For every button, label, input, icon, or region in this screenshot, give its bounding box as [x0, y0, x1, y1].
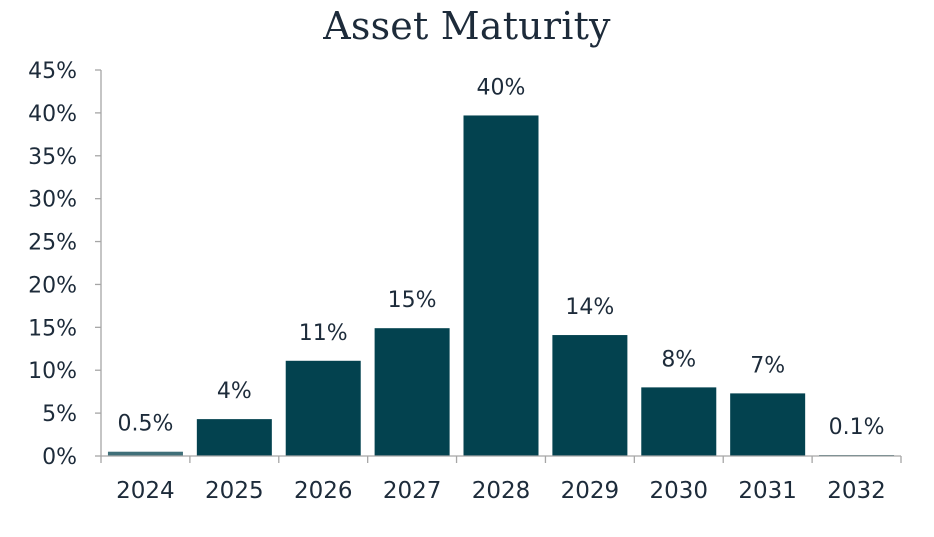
data-label: 7%: [750, 353, 785, 378]
bar: [285, 360, 361, 456]
data-label: 4%: [217, 379, 252, 404]
x-tick-label: 2027: [383, 478, 442, 504]
bars: 0.5% 4% 11% 15% 40% 14% 8% 7% 0.1%: [107, 75, 895, 456]
y-tick-label: 15%: [28, 316, 77, 341]
data-label: 0.5%: [117, 412, 173, 437]
bar: [641, 387, 717, 456]
y-tick-label: 45%: [28, 59, 77, 84]
chart-title: Asset Maturity: [323, 4, 611, 48]
bar: [374, 328, 450, 456]
x-tick-label: 2032: [827, 478, 886, 504]
data-label: 11%: [299, 321, 348, 346]
y-tick-label: 40%: [28, 102, 77, 127]
y-tick-label: 35%: [28, 145, 77, 170]
y-tick-label: 20%: [28, 273, 77, 298]
y-tick-label: 0%: [42, 445, 77, 470]
y-tick-label: 10%: [28, 359, 77, 384]
x-tick-label: 2028: [472, 478, 531, 504]
y-tick-label: 30%: [28, 188, 77, 213]
x-tick-label: 2026: [294, 478, 353, 504]
data-label: 8%: [661, 347, 696, 372]
bar: [552, 335, 628, 456]
x-axis: 2024 2025 2026 2027 2028 2029 2030 2031 2032: [100, 455, 902, 504]
data-label: 15%: [388, 288, 437, 313]
data-label: 0.1%: [829, 415, 885, 440]
x-tick-label: 2024: [116, 478, 175, 504]
bar: [730, 393, 806, 456]
x-tick-label: 2029: [561, 478, 620, 504]
bar: [196, 419, 272, 456]
data-label: 14%: [565, 295, 614, 320]
data-label: 40%: [477, 75, 526, 100]
y-tick-label: 5%: [42, 402, 77, 427]
y-axis: 0% 5% 10% 15% 20% 25% 30% 35% 40% 45%: [28, 59, 102, 470]
y-tick-label: 25%: [28, 231, 77, 256]
x-tick-label: 2031: [738, 478, 797, 504]
bar: [463, 115, 539, 456]
x-tick-label: 2030: [650, 478, 709, 504]
x-tick-label: 2025: [205, 478, 264, 504]
bar: [107, 451, 183, 456]
